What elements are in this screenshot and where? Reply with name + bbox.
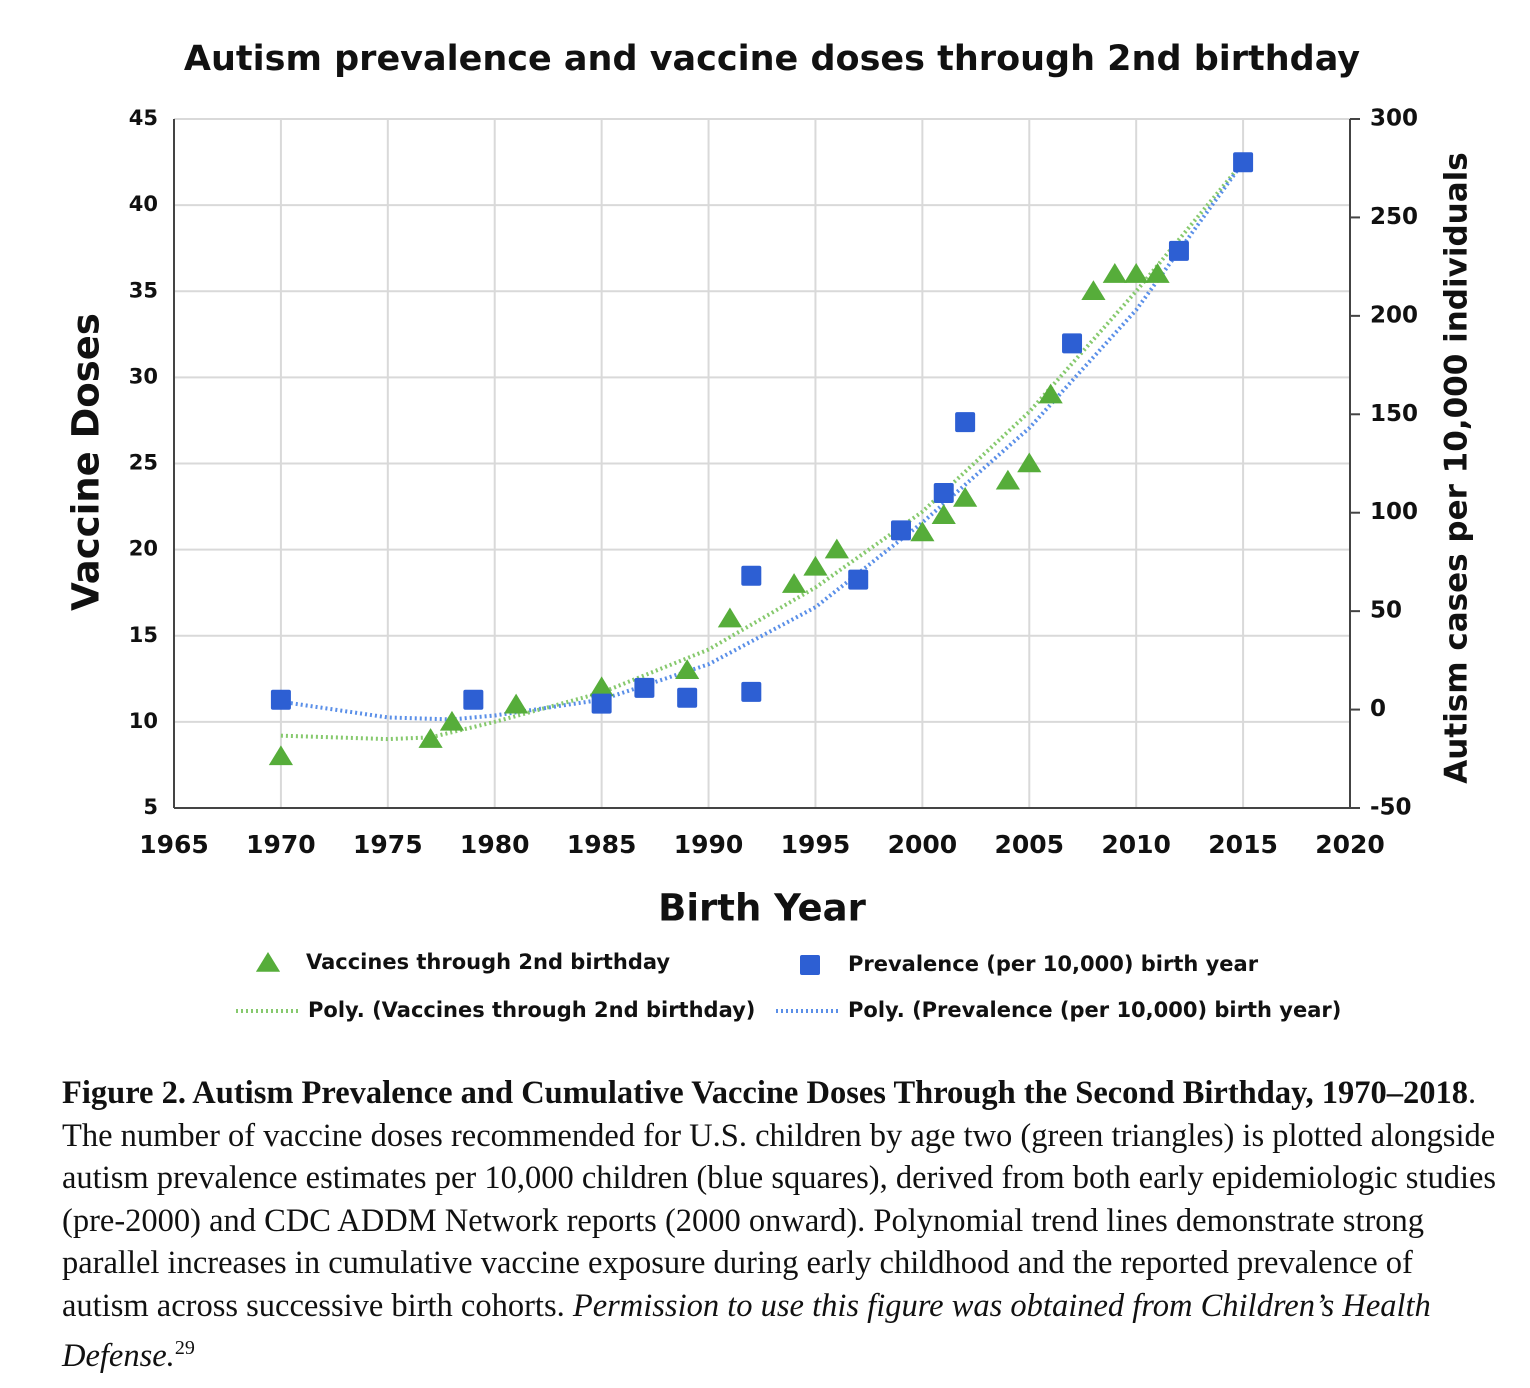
x-tick-label: 2010 — [1101, 830, 1171, 859]
square-marker — [677, 687, 698, 708]
square-marker — [1062, 333, 1083, 354]
x-tick-label: 1985 — [567, 830, 637, 859]
y-tick-label: 25 — [129, 451, 158, 475]
legend-label: Poly. (Vaccines through 2nd birthday) — [308, 998, 755, 1022]
chart-title: Autism prevalence and vaccine doses thro… — [184, 39, 1360, 79]
y-tick-label: 5 — [143, 795, 158, 819]
square-marker — [463, 689, 484, 710]
x-tick-label: 1970 — [246, 830, 316, 859]
caption-bold: Figure 2. Autism Prevalence and Cumulati… — [62, 1075, 1469, 1111]
y-tick-label: 10 — [129, 709, 158, 733]
x-tick-label: 1990 — [674, 830, 744, 859]
y2-tick-label: 300 — [1370, 106, 1418, 132]
x-tick-label: 1995 — [781, 830, 851, 859]
square-marker — [634, 677, 655, 698]
y-tick-label: 15 — [129, 623, 158, 647]
y-axis-label: Vaccine Doses — [65, 313, 108, 611]
x-tick-label: 1980 — [460, 830, 530, 859]
y-tick-label: 30 — [129, 364, 158, 388]
legend-label: Prevalence (per 10,000) birth year — [848, 952, 1259, 976]
y2-tick-label: 0 — [1370, 696, 1386, 722]
legend-symbol — [800, 955, 820, 975]
triangle-marker — [717, 607, 743, 628]
x-tick-label: 1975 — [353, 830, 423, 859]
caption-ref: 29 — [174, 1337, 195, 1359]
square-marker — [848, 569, 869, 590]
x-axis-label: Birth Year — [658, 887, 866, 930]
square-marker — [933, 483, 954, 504]
y2-tick-label: 200 — [1370, 302, 1418, 328]
y2-axis-label: Autism cases per 10,000 individuals — [1439, 152, 1475, 783]
x-tick-label: 2015 — [1208, 830, 1278, 859]
x-tick-label: 2005 — [994, 830, 1064, 859]
x-tick-label: 1965 — [139, 830, 209, 859]
y-tick-label: 40 — [129, 192, 158, 216]
triangle-marker — [931, 504, 956, 524]
triangle-marker — [1124, 263, 1149, 283]
triangle-marker — [418, 728, 443, 748]
y-tick-label: 45 — [129, 106, 158, 130]
triangle-marker — [268, 745, 294, 766]
square-marker — [591, 693, 612, 714]
triangle-marker — [589, 676, 614, 697]
triangle-marker — [781, 573, 807, 593]
trend-line — [280, 160, 1245, 742]
square-marker — [270, 689, 291, 710]
y2-tick-label: 100 — [1370, 499, 1418, 525]
square-marker — [741, 565, 762, 586]
x-tick-label: 2020 — [1315, 830, 1385, 859]
y2-tick-label: 250 — [1370, 204, 1418, 230]
triangle-marker — [824, 538, 849, 559]
square-marker — [1233, 152, 1254, 173]
triangle-marker — [439, 710, 465, 731]
triangle-marker — [1145, 263, 1170, 283]
legend-label: Vaccines through 2nd birthday — [306, 950, 670, 974]
square-marker — [955, 412, 976, 433]
triangle-marker — [1038, 383, 1063, 404]
square-marker — [741, 681, 762, 702]
trend-line — [280, 161, 1245, 722]
triangle-marker — [910, 521, 935, 542]
y2-tick-label: 50 — [1370, 598, 1402, 624]
triangle-marker — [803, 555, 828, 576]
triangle-marker — [675, 659, 700, 679]
x-tick-label: 2000 — [888, 830, 958, 859]
triangle-marker — [1081, 280, 1106, 301]
triangle-marker — [995, 469, 1020, 490]
legend-symbol — [255, 952, 281, 972]
caption-text: . The number of vaccine doses recommende… — [62, 1075, 1497, 1324]
chart: Autism prevalence and vaccine doses thro… — [65, 39, 1475, 1022]
square-marker — [890, 520, 911, 541]
legend-label: Poly. (Prevalence (per 10,000) birth yea… — [848, 998, 1341, 1022]
y2-tick-label: -50 — [1370, 795, 1412, 821]
caption: Figure 2. Autism Prevalence and Cumulati… — [62, 1072, 1502, 1377]
triangle-marker — [1017, 452, 1042, 473]
y-tick-label: 20 — [129, 537, 158, 561]
y2-tick-label: 150 — [1370, 401, 1418, 427]
triangle-marker — [504, 693, 529, 714]
y-tick-label: 35 — [129, 278, 158, 302]
square-marker — [1168, 240, 1189, 261]
triangle-marker — [1102, 263, 1127, 283]
caption-italic: Permission to use this figure was obtain… — [62, 1287, 1431, 1374]
triangle-marker — [953, 486, 978, 507]
